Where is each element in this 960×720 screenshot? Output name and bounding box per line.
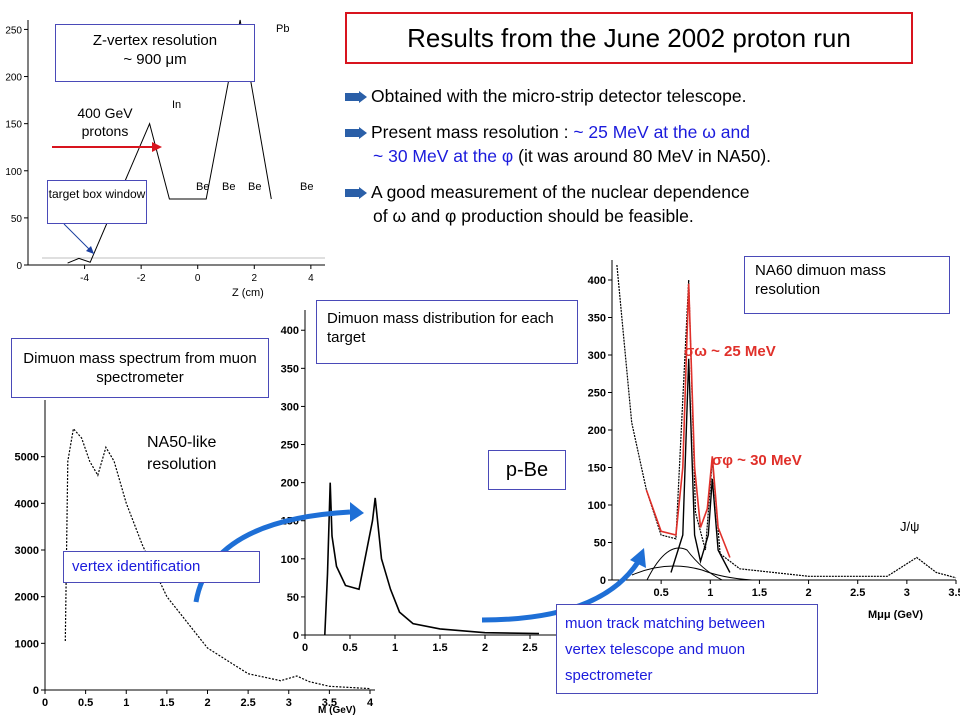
y-tick-label: 50 [287, 592, 299, 604]
peak-label-be-1: Be [196, 181, 209, 193]
target-box-label: target box window [47, 180, 147, 224]
x-tick-label: 0 [195, 273, 201, 284]
target-box-pointer-icon [63, 223, 95, 255]
y-tick-label: 250 [5, 25, 22, 36]
x-tick-label: 2.5 [522, 642, 537, 654]
y-tick-label: 350 [588, 313, 606, 325]
y-tick-label: 0 [600, 575, 606, 587]
na60-chart: 0501001502002503003504000.511.522.533.5 … [588, 260, 960, 620]
sigma-phi-label: σφ ~ 30 MeV [712, 452, 802, 469]
x-tick-label: 1 [123, 697, 129, 709]
y-tick-label: 0 [16, 261, 22, 272]
x-tick-label: 0 [42, 697, 48, 709]
bullet-1: Obtained with the micro-strip detector t… [345, 84, 746, 108]
y-tick-label: 2000 [15, 592, 39, 604]
y-tick-label: 100 [5, 167, 22, 178]
series-line [670, 358, 731, 573]
na50-label: NA50-like resolution [147, 434, 217, 473]
series-line [324, 482, 540, 636]
y-tick-label: 200 [5, 73, 22, 84]
fit-line [645, 283, 731, 558]
x-tick-label: 0.5 [653, 587, 668, 599]
beam-label: 400 GeV protons [77, 105, 133, 139]
muon-spectrum-box: Dimuon mass spectrum from muon spectrome… [11, 338, 269, 398]
x-tick-label: 0.5 [78, 697, 93, 709]
x-tick-label: 2 [482, 642, 488, 654]
x-tick-label: 2 [252, 273, 258, 284]
x-tick-label: 0.5 [342, 642, 357, 654]
y-tick-label: 250 [281, 440, 299, 452]
x-tick-label: 2 [806, 587, 812, 599]
y-tick-label: 300 [588, 350, 606, 362]
y-tick-label: 350 [281, 363, 299, 375]
y-tick-label: 3000 [15, 545, 39, 557]
y-tick-label: 150 [5, 120, 22, 131]
na60-xlabel: Mμμ (GeV) [868, 609, 923, 620]
peak-label-in: In [172, 99, 181, 111]
slide-title: Results from the June 2002 proton run [345, 12, 913, 64]
bullet-arrow-icon [345, 187, 367, 200]
y-tick-label: 100 [588, 500, 606, 512]
y-tick-label: 4000 [15, 498, 39, 510]
beam-arrow-icon [52, 142, 162, 152]
y-tick-label: 200 [281, 478, 299, 490]
x-tick-label: 3 [904, 587, 910, 599]
x-tick-label: 1 [392, 642, 398, 654]
peak-label-be-4: Be [300, 181, 313, 193]
jpsi-label: J/ψ [900, 519, 919, 534]
x-tick-label: 4 [367, 697, 374, 709]
bullet-arrow-icon [345, 127, 367, 140]
y-tick-label: 1000 [15, 638, 39, 650]
peak-label-be-3: Be [248, 181, 261, 193]
per-target-box: Dimuon mass distribution for each target [316, 300, 578, 364]
y-tick-label: 50 [11, 214, 23, 225]
x-tick-label: 3 [286, 697, 292, 709]
y-tick-label: 0 [33, 685, 39, 697]
x-tick-label: -4 [80, 273, 89, 284]
y-tick-label: 5000 [15, 452, 39, 464]
x-tick-label: 2.5 [850, 587, 865, 599]
x-tick-label: 3.5 [948, 587, 960, 599]
x-tick-label: 4 [308, 273, 314, 284]
bullet-3: A good measurement of the nuclear depend… [345, 180, 925, 228]
y-tick-label: 300 [281, 401, 299, 413]
sigma-omega-label: σω ~ 25 MeV [684, 343, 776, 360]
y-tick-label: 0 [293, 630, 299, 642]
bullet-arrow-icon [345, 91, 367, 104]
na60-box: NA60 dimuon mass resolution [744, 256, 950, 314]
peak-label-pb: Pb [276, 23, 289, 35]
x-tick-label: 0 [302, 642, 308, 654]
y-tick-label: 150 [588, 463, 606, 475]
peak-label-be-2: Be [222, 181, 235, 193]
muon-xlabel: M (GeV) [318, 705, 356, 716]
y-tick-label: 400 [588, 275, 606, 287]
y-tick-label: 100 [281, 554, 299, 566]
x-tick-label: 2.5 [240, 697, 255, 709]
y-tick-label: 250 [588, 388, 606, 400]
y-tick-label: 150 [281, 516, 299, 528]
x-tick-label: 1.5 [159, 697, 174, 709]
x-tick-label: 1.5 [752, 587, 767, 599]
x-tick-label: 3.5 [322, 697, 337, 709]
pbe-label: p-Be [488, 450, 566, 490]
bullet-2: Present mass resolution : ~ 25 MeV at th… [345, 120, 925, 168]
y-tick-label: 400 [281, 325, 299, 337]
zvertex-box: Z-vertex resolution ~ 900 μm [55, 24, 255, 82]
zvertex-xlabel: Z (cm) [232, 287, 264, 299]
x-tick-label: 2 [204, 697, 210, 709]
track-matching-box: muon track matching between vertex teles… [556, 604, 818, 694]
y-tick-label: 50 [594, 538, 606, 550]
vertex-id-box: vertex identification [63, 551, 260, 583]
y-tick-label: 200 [588, 425, 606, 437]
x-tick-label: 1.5 [432, 642, 447, 654]
x-tick-label: -2 [137, 273, 146, 284]
x-tick-label: 1 [707, 587, 713, 599]
